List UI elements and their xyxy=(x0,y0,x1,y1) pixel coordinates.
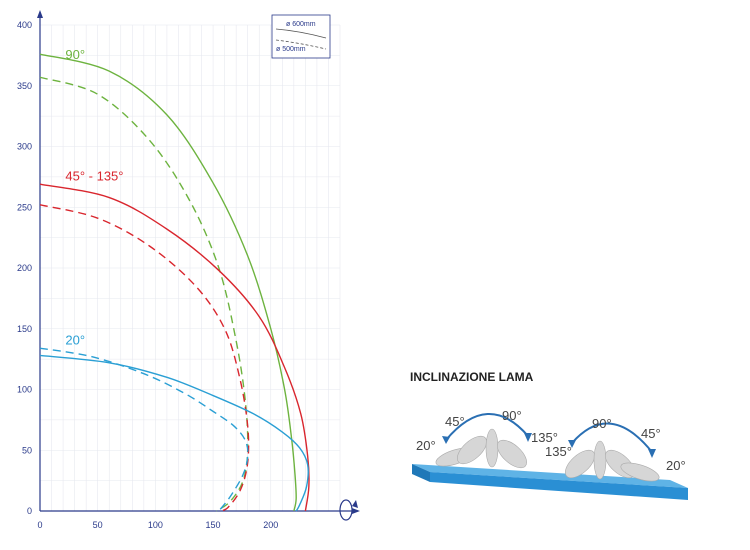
y-axis-arrow xyxy=(37,10,43,18)
angle-label-left-45: 45° xyxy=(445,414,465,429)
rotation-icon xyxy=(339,499,358,521)
y-tick-label: 200 xyxy=(17,263,32,273)
chart-axes xyxy=(37,10,360,514)
curve-label: 45° - 135° xyxy=(65,169,123,184)
x-tick-label: 200 xyxy=(263,520,278,530)
cutting-capacity-chart: 0 50 100 150 200 250 300 350 400 0 50 100 150 200 90°… xyxy=(17,10,360,530)
blade-tilt-illustration: INCLINAZIONE LAMA 20° 45° 90° 135° 135° … xyxy=(410,370,688,500)
angle-label-right-135: 135° xyxy=(545,444,572,459)
x-tick-label: 0 xyxy=(37,520,42,530)
x-axis-arrow xyxy=(352,508,360,514)
legend-entry-600: ø 600mm xyxy=(286,21,316,28)
series-line-1 xyxy=(39,76,249,512)
tick-labels: 0 50 100 150 200 250 300 350 400 0 50 100 150 200 xyxy=(17,20,278,530)
y-tick-label: 300 xyxy=(17,142,32,152)
arc-arrow-right xyxy=(571,422,653,453)
legend-entry-500: ø 500mm xyxy=(276,46,306,53)
x-tick-label: 50 xyxy=(93,520,103,530)
curve-label: 20° xyxy=(65,333,85,348)
y-tick-label: 400 xyxy=(17,20,32,30)
legend: ø 600mm ø 500mm xyxy=(271,14,331,59)
curve-labels: 90° 45° - 135° 20° xyxy=(65,47,123,348)
chart-grid xyxy=(39,24,341,512)
y-tick-label: 250 xyxy=(17,202,32,212)
legend-dashed-swatch xyxy=(275,39,327,50)
illustration-title: INCLINAZIONE LAMA xyxy=(410,370,534,384)
angle-label-left-90: 90° xyxy=(502,408,522,423)
machine-table xyxy=(412,464,688,500)
series-line-0 xyxy=(39,53,297,512)
x-tick-label: 150 xyxy=(206,520,221,530)
y-tick-label: 0 xyxy=(27,506,32,516)
angle-label-left-135: 135° xyxy=(531,430,558,445)
series-line-2 xyxy=(39,183,310,512)
angle-label-right-90: 90° xyxy=(592,416,612,431)
angle-label-right-45: 45° xyxy=(641,426,661,441)
angle-label-right-20: 20° xyxy=(666,458,686,473)
x-tick-label: 100 xyxy=(148,520,163,530)
y-tick-label: 50 xyxy=(22,445,32,455)
curve-label: 90° xyxy=(65,47,85,62)
blade-right-group xyxy=(565,422,660,482)
arc-arrow-left xyxy=(445,413,529,441)
y-tick-label: 100 xyxy=(17,385,32,395)
y-tick-label: 350 xyxy=(17,81,32,91)
series-lines xyxy=(39,53,310,512)
angle-label-left-20: 20° xyxy=(416,438,436,453)
series-line-4 xyxy=(39,354,309,512)
y-tick-label: 150 xyxy=(17,324,32,334)
legend-solid-swatch xyxy=(275,28,327,39)
series-line-5 xyxy=(39,347,249,512)
blade-left-group xyxy=(435,413,532,469)
